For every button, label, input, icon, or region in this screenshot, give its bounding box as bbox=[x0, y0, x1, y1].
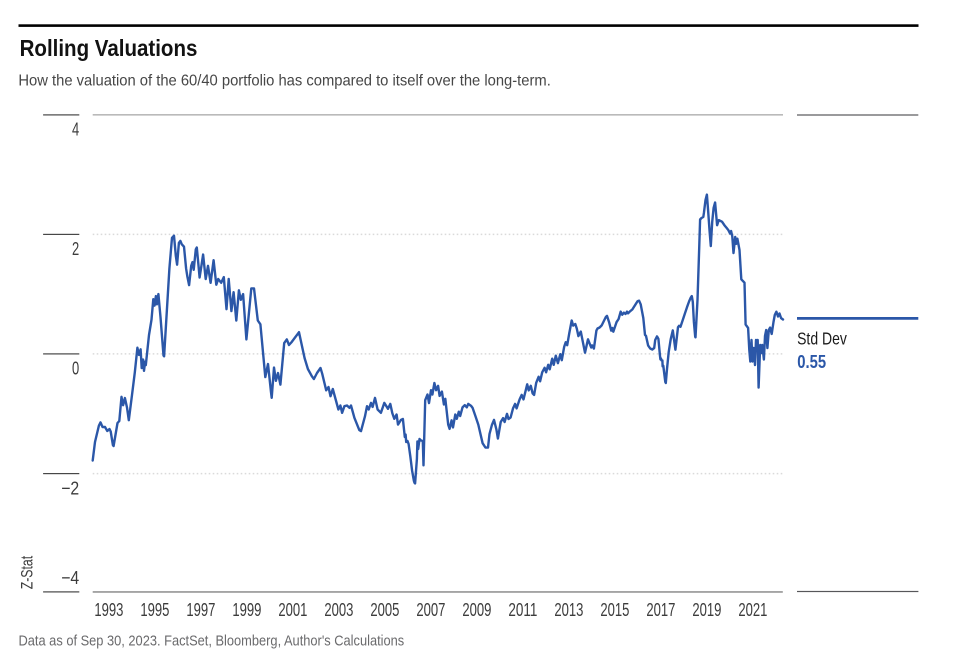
svg-text:1993: 1993 bbox=[94, 599, 123, 620]
svg-text:4: 4 bbox=[72, 119, 79, 140]
svg-text:2001: 2001 bbox=[278, 599, 307, 620]
svg-text:−2: −2 bbox=[61, 477, 79, 498]
svg-text:2005: 2005 bbox=[370, 599, 399, 620]
svg-text:2: 2 bbox=[72, 238, 79, 259]
svg-text:Z-Stat: Z-Stat bbox=[18, 556, 37, 590]
svg-text:0.55: 0.55 bbox=[797, 352, 826, 372]
svg-text:2019: 2019 bbox=[692, 599, 721, 620]
svg-text:How the valuation of the 60/40: How the valuation of the 60/40 portfolio… bbox=[18, 72, 550, 89]
svg-text:1995: 1995 bbox=[140, 599, 169, 620]
svg-text:Std Dev: Std Dev bbox=[797, 329, 847, 349]
svg-text:1997: 1997 bbox=[186, 599, 215, 620]
svg-text:2021: 2021 bbox=[738, 599, 767, 620]
svg-text:2009: 2009 bbox=[462, 599, 491, 620]
svg-text:−4: −4 bbox=[61, 567, 79, 588]
svg-text:2013: 2013 bbox=[554, 599, 583, 620]
svg-text:2015: 2015 bbox=[600, 599, 629, 620]
svg-text:Rolling Valuations: Rolling Valuations bbox=[20, 35, 198, 61]
svg-text:0: 0 bbox=[72, 358, 79, 379]
svg-text:2011: 2011 bbox=[508, 599, 537, 620]
svg-text:2017: 2017 bbox=[646, 599, 675, 620]
svg-text:2007: 2007 bbox=[416, 599, 445, 620]
svg-text:2003: 2003 bbox=[324, 599, 353, 620]
svg-text:1999: 1999 bbox=[232, 599, 261, 620]
svg-text:Data as of Sep 30, 2023. FactS: Data as of Sep 30, 2023. FactSet, Bloomb… bbox=[19, 633, 405, 650]
